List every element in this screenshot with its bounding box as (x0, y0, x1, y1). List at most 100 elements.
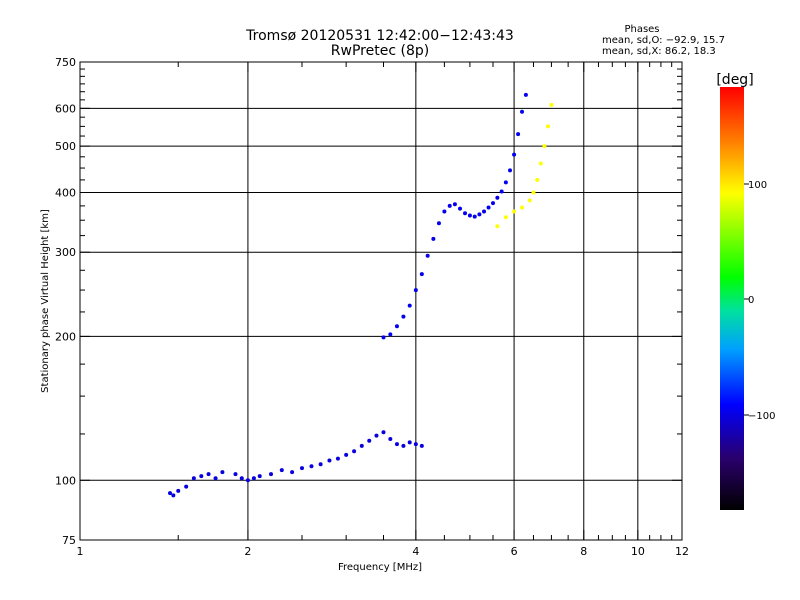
y-tick-label: 500 (55, 140, 76, 153)
data-point (394, 442, 399, 447)
data-point (503, 215, 508, 220)
data-point (419, 443, 424, 448)
data-point (269, 472, 274, 477)
colorbar-label: [deg] (716, 72, 753, 88)
y-tick-label: 300 (55, 246, 76, 259)
data-point (279, 468, 284, 473)
data-point (436, 221, 441, 226)
data-point (531, 190, 536, 195)
data-point (419, 272, 424, 277)
data-point (407, 440, 412, 445)
x-tick-label: 4 (412, 545, 419, 558)
data-point (523, 92, 528, 97)
data-point (535, 177, 540, 182)
x-tick-label: 12 (675, 545, 689, 558)
x-tick-label: 8 (580, 545, 587, 558)
data-point (452, 202, 457, 207)
data-point (381, 335, 386, 340)
data-point (171, 493, 176, 498)
data-point (482, 209, 487, 214)
data-point (290, 470, 295, 475)
data-point (401, 443, 406, 448)
data-point (299, 466, 304, 471)
data-point (394, 324, 399, 329)
y-tick-label: 100 (55, 474, 76, 487)
colorbar-tick-minus100: −100 (748, 411, 775, 422)
data-point (495, 224, 500, 229)
data-point (401, 314, 406, 319)
stats-line-x: mean, sd,X: 86.2, 18.3 (602, 46, 716, 57)
plot-frame (79, 61, 683, 541)
data-point (431, 236, 436, 241)
data-point (213, 476, 218, 481)
data-point (512, 152, 517, 157)
data-point (477, 212, 482, 217)
x-tick-label: 1 (77, 545, 84, 558)
data-point (344, 452, 349, 457)
data-point (458, 206, 463, 211)
data-point (447, 203, 452, 208)
y-tick-label: 400 (55, 186, 76, 199)
data-point (206, 472, 211, 477)
data-point (245, 478, 250, 483)
data-point (367, 438, 372, 443)
stats-line-o: mean, sd,O: −92.9, 15.7 (602, 35, 725, 46)
x-tick-label: 10 (631, 545, 645, 558)
data-point (168, 491, 173, 496)
data-point (520, 205, 525, 210)
data-point (520, 109, 525, 114)
data-point (503, 180, 508, 185)
chart-title: Tromsø 20120531 12:42:00−12:43:43 (245, 28, 514, 44)
data-point (233, 472, 238, 477)
data-point (251, 476, 256, 481)
data-point (309, 464, 314, 469)
data-point (176, 488, 181, 493)
data-point (327, 458, 332, 463)
data-point (516, 132, 521, 137)
data-point (463, 211, 468, 216)
y-tick-label: 750 (55, 56, 76, 69)
data-point (199, 474, 204, 479)
data-point (318, 462, 323, 467)
data-point (191, 476, 196, 481)
stats-heading: Phases (624, 24, 659, 35)
y-tick-label: 75 (62, 534, 76, 547)
x-axis-label: Frequency [MHz] (338, 562, 422, 573)
data-point (239, 476, 244, 481)
data-point (499, 189, 504, 194)
data-point (388, 436, 393, 441)
y-tick-label: 600 (55, 102, 76, 115)
data-point (359, 443, 364, 448)
data-point (472, 214, 477, 219)
data-point (413, 288, 418, 293)
data-point (374, 433, 379, 438)
y-axis-label: Stationary phase Virtual Height [km] (40, 209, 51, 393)
data-point (413, 442, 418, 447)
data-point (257, 474, 262, 479)
chart-subtitle: RwPretec (8p) (331, 43, 429, 59)
data-point (486, 205, 491, 210)
data-point (220, 470, 225, 475)
y-tick-label: 200 (55, 330, 76, 343)
x-tick-label: 2 (244, 545, 251, 558)
data-point (495, 195, 500, 200)
data-point (490, 201, 495, 206)
colorbar-tick-0: 0 (748, 295, 754, 306)
data-point (352, 449, 357, 454)
data-point (545, 124, 550, 129)
data-point (442, 209, 447, 214)
colorbar (720, 87, 744, 510)
data-point (184, 484, 189, 489)
data-point (549, 102, 554, 107)
data-point (538, 161, 543, 166)
data-point (335, 456, 340, 461)
colorbar-tick-100: 100 (748, 180, 767, 191)
data-point (407, 303, 412, 308)
data-point (527, 198, 532, 203)
data-point (467, 213, 472, 218)
data-point (381, 430, 386, 435)
data-point (512, 209, 517, 214)
x-tick-label: 6 (511, 545, 518, 558)
